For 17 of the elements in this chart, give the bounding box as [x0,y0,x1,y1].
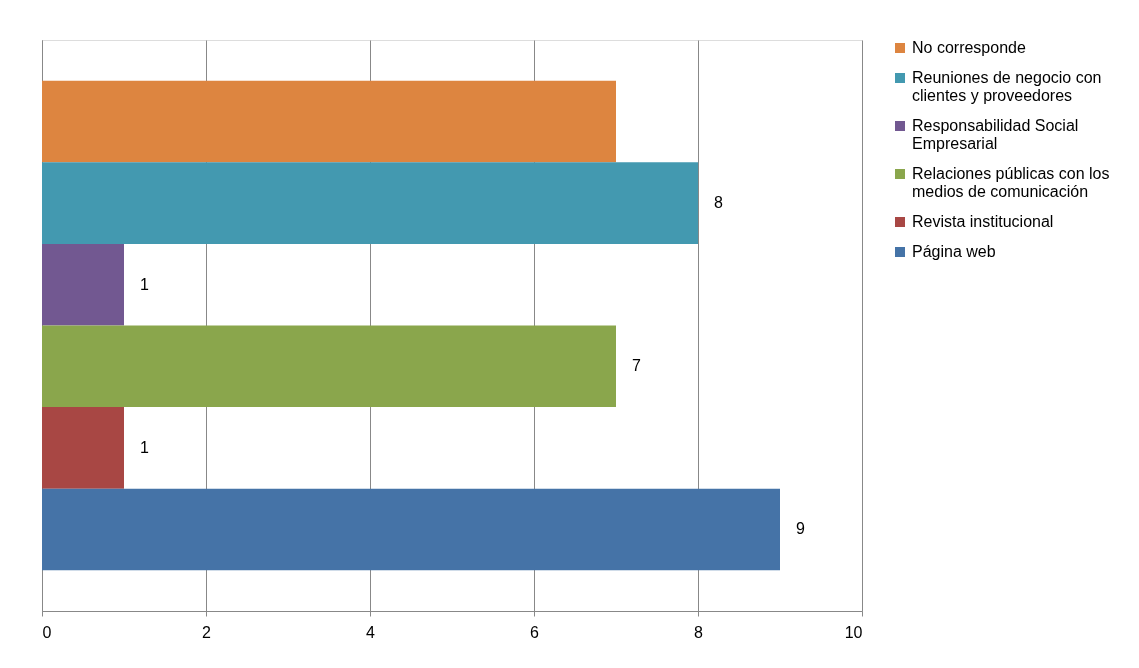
legend-label: Responsabilidad Social Empresarial [912,117,1079,152]
legend-label: Revista institucional [912,213,1054,230]
x-tick-label: 2 [202,623,212,641]
data-label: 1 [140,438,149,456]
legend-label: Reuniones de negocio con clientes y proveedores [912,69,1102,104]
data-label: 7 [632,357,641,375]
x-tick-label: 0 [42,623,52,641]
x-tick-label: 4 [366,623,376,641]
data-label: 9 [796,520,805,538]
x-tick-label: 8 [694,623,704,641]
x-tick-label: 6 [530,623,540,641]
x-tick-label: 10 [844,623,863,641]
legend-label: No corresponde [912,39,1026,56]
data-label: 1 [140,275,149,293]
data-label: 8 [714,194,723,212]
legend-label: Página web [912,243,996,260]
legend-label: Relaciones públicas con los medios de comunicación [912,165,1110,200]
